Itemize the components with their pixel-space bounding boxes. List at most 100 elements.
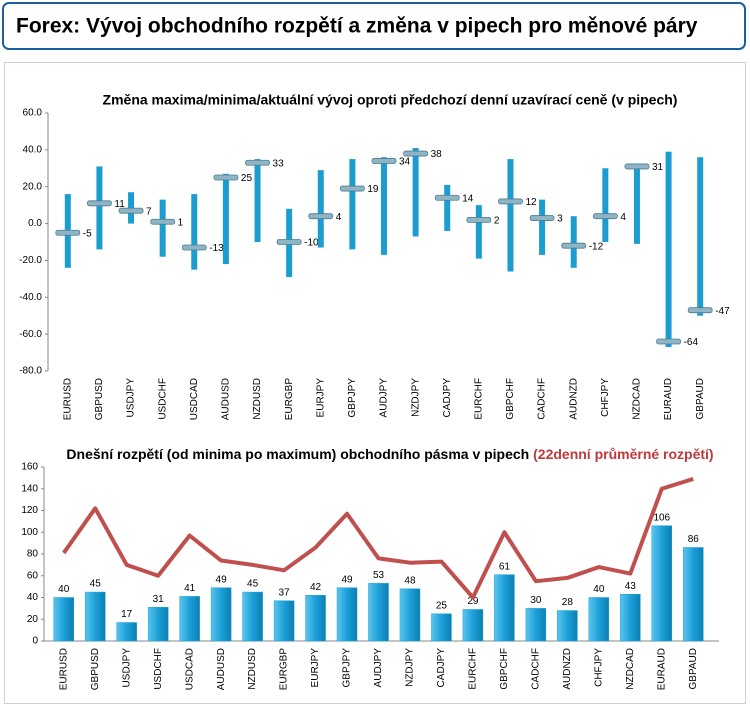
x-tick-label: AUDJPY (373, 648, 384, 688)
bar (305, 595, 326, 642)
bar (431, 613, 452, 642)
x-tick-label: CADCHF (531, 648, 542, 690)
value-label: 29 (467, 596, 479, 607)
current-marker (87, 200, 112, 207)
value-label: 28 (562, 597, 574, 608)
bar (210, 587, 232, 642)
current-marker (55, 229, 81, 236)
x-tick-label: GBPAUD (688, 648, 699, 690)
value-label: 11 (114, 199, 125, 210)
y-tick-label: 120 (21, 505, 38, 516)
range-bar (222, 173, 229, 265)
bar (53, 597, 74, 642)
range-bar (159, 199, 166, 257)
value-label: 38 (431, 149, 443, 160)
current-marker (656, 338, 681, 345)
x-tick-label: CADCHF (537, 378, 548, 420)
range-bar (507, 159, 514, 272)
value-label: 4 (336, 212, 342, 223)
value-label: 40 (593, 584, 605, 595)
x-tick-label: CHFJPY (593, 648, 604, 687)
range-bar (633, 164, 640, 244)
value-label: 40 (58, 584, 70, 595)
range-bar (96, 166, 103, 250)
y-tick-label: 20 (27, 614, 39, 625)
bar (336, 587, 358, 642)
x-tick-label: AUDNZD (562, 648, 573, 690)
bar (462, 609, 484, 642)
range-bar (444, 184, 451, 231)
bar (273, 600, 295, 642)
value-label: 12 (525, 197, 537, 208)
y-tick-label: -80.0 (19, 366, 42, 377)
value-label: 1 (178, 217, 184, 228)
value-label: 19 (367, 184, 379, 195)
current-marker (624, 163, 650, 170)
x-tick-label: GBPUSD (90, 648, 101, 690)
x-tick-label: NZDCAD (625, 648, 636, 690)
x-tick-label: GBPCHF (499, 648, 510, 690)
value-label: 3 (557, 214, 563, 225)
range-bar (191, 194, 198, 270)
current-marker (529, 215, 555, 221)
chart-title: Dnešní rozpětí (od minima po maximum) ob… (66, 446, 713, 462)
y-tick-label: 60 (27, 570, 39, 581)
x-tick-label: CADJPY (436, 648, 447, 688)
bar (525, 608, 547, 642)
current-marker (181, 244, 207, 251)
chart-title-main: Dnešní rozpětí (od minima po maximum) ob… (66, 446, 529, 462)
value-label: 49 (216, 574, 228, 585)
value-label: 37 (279, 587, 291, 598)
x-tick-label: GBPAUD (695, 378, 706, 420)
current-marker (403, 150, 429, 157)
value-label: 106 (653, 512, 670, 523)
bar (399, 588, 421, 642)
x-tick-label: EURAUD (663, 378, 674, 420)
value-label: 45 (247, 579, 259, 590)
x-tick-label: EURJPY (310, 648, 321, 688)
x-tick-label: USDJPY (121, 648, 132, 688)
y-tick-label: -60.0 (19, 329, 42, 340)
range-bar (475, 205, 482, 259)
x-tick-label: EURGBP (284, 378, 295, 421)
value-label: -10 (304, 238, 319, 249)
y-tick-label: 160 (21, 462, 38, 473)
header-box (2, 2, 746, 50)
chart-title: Změna maxima/minima/aktuální vývoj oprot… (103, 92, 678, 108)
x-tick-label: CHFJPY (600, 378, 611, 417)
value-label: 33 (273, 158, 285, 169)
bar (116, 622, 137, 642)
value-label: 7 (146, 206, 152, 217)
x-tick-label: AUDNZD (568, 378, 579, 420)
value-label: 49 (341, 574, 353, 585)
current-marker (434, 194, 460, 201)
current-marker (118, 207, 144, 214)
x-tick-label: AUDUSD (216, 648, 227, 690)
bar (84, 591, 106, 642)
bar (557, 610, 578, 642)
current-marker (687, 307, 713, 314)
value-label: 42 (310, 582, 322, 593)
x-tick-label: EURGBP (279, 648, 290, 691)
bar (620, 593, 641, 642)
current-marker (276, 239, 302, 245)
y-tick-label: 20.0 (23, 181, 43, 192)
x-tick-label: NZDJPY (405, 648, 416, 687)
value-label: 17 (121, 609, 133, 620)
range-bar (254, 159, 261, 242)
x-tick-label: GBPJPY (347, 378, 358, 418)
current-marker (308, 213, 334, 220)
chart-title-note: (22denní průměrné rozpětí) (533, 446, 713, 462)
value-label: -5 (83, 228, 92, 239)
y-tick-label: 0 (32, 636, 38, 647)
x-tick-label: USDCAD (184, 648, 195, 690)
current-marker (339, 185, 365, 192)
y-tick-label: 0.0 (28, 218, 42, 229)
value-label: 43 (625, 581, 637, 592)
value-label: 25 (436, 600, 448, 611)
current-marker (213, 174, 239, 181)
range-bar (602, 168, 609, 242)
x-tick-label: AUDJPY (379, 378, 390, 418)
y-tick-label: 80 (27, 549, 39, 560)
